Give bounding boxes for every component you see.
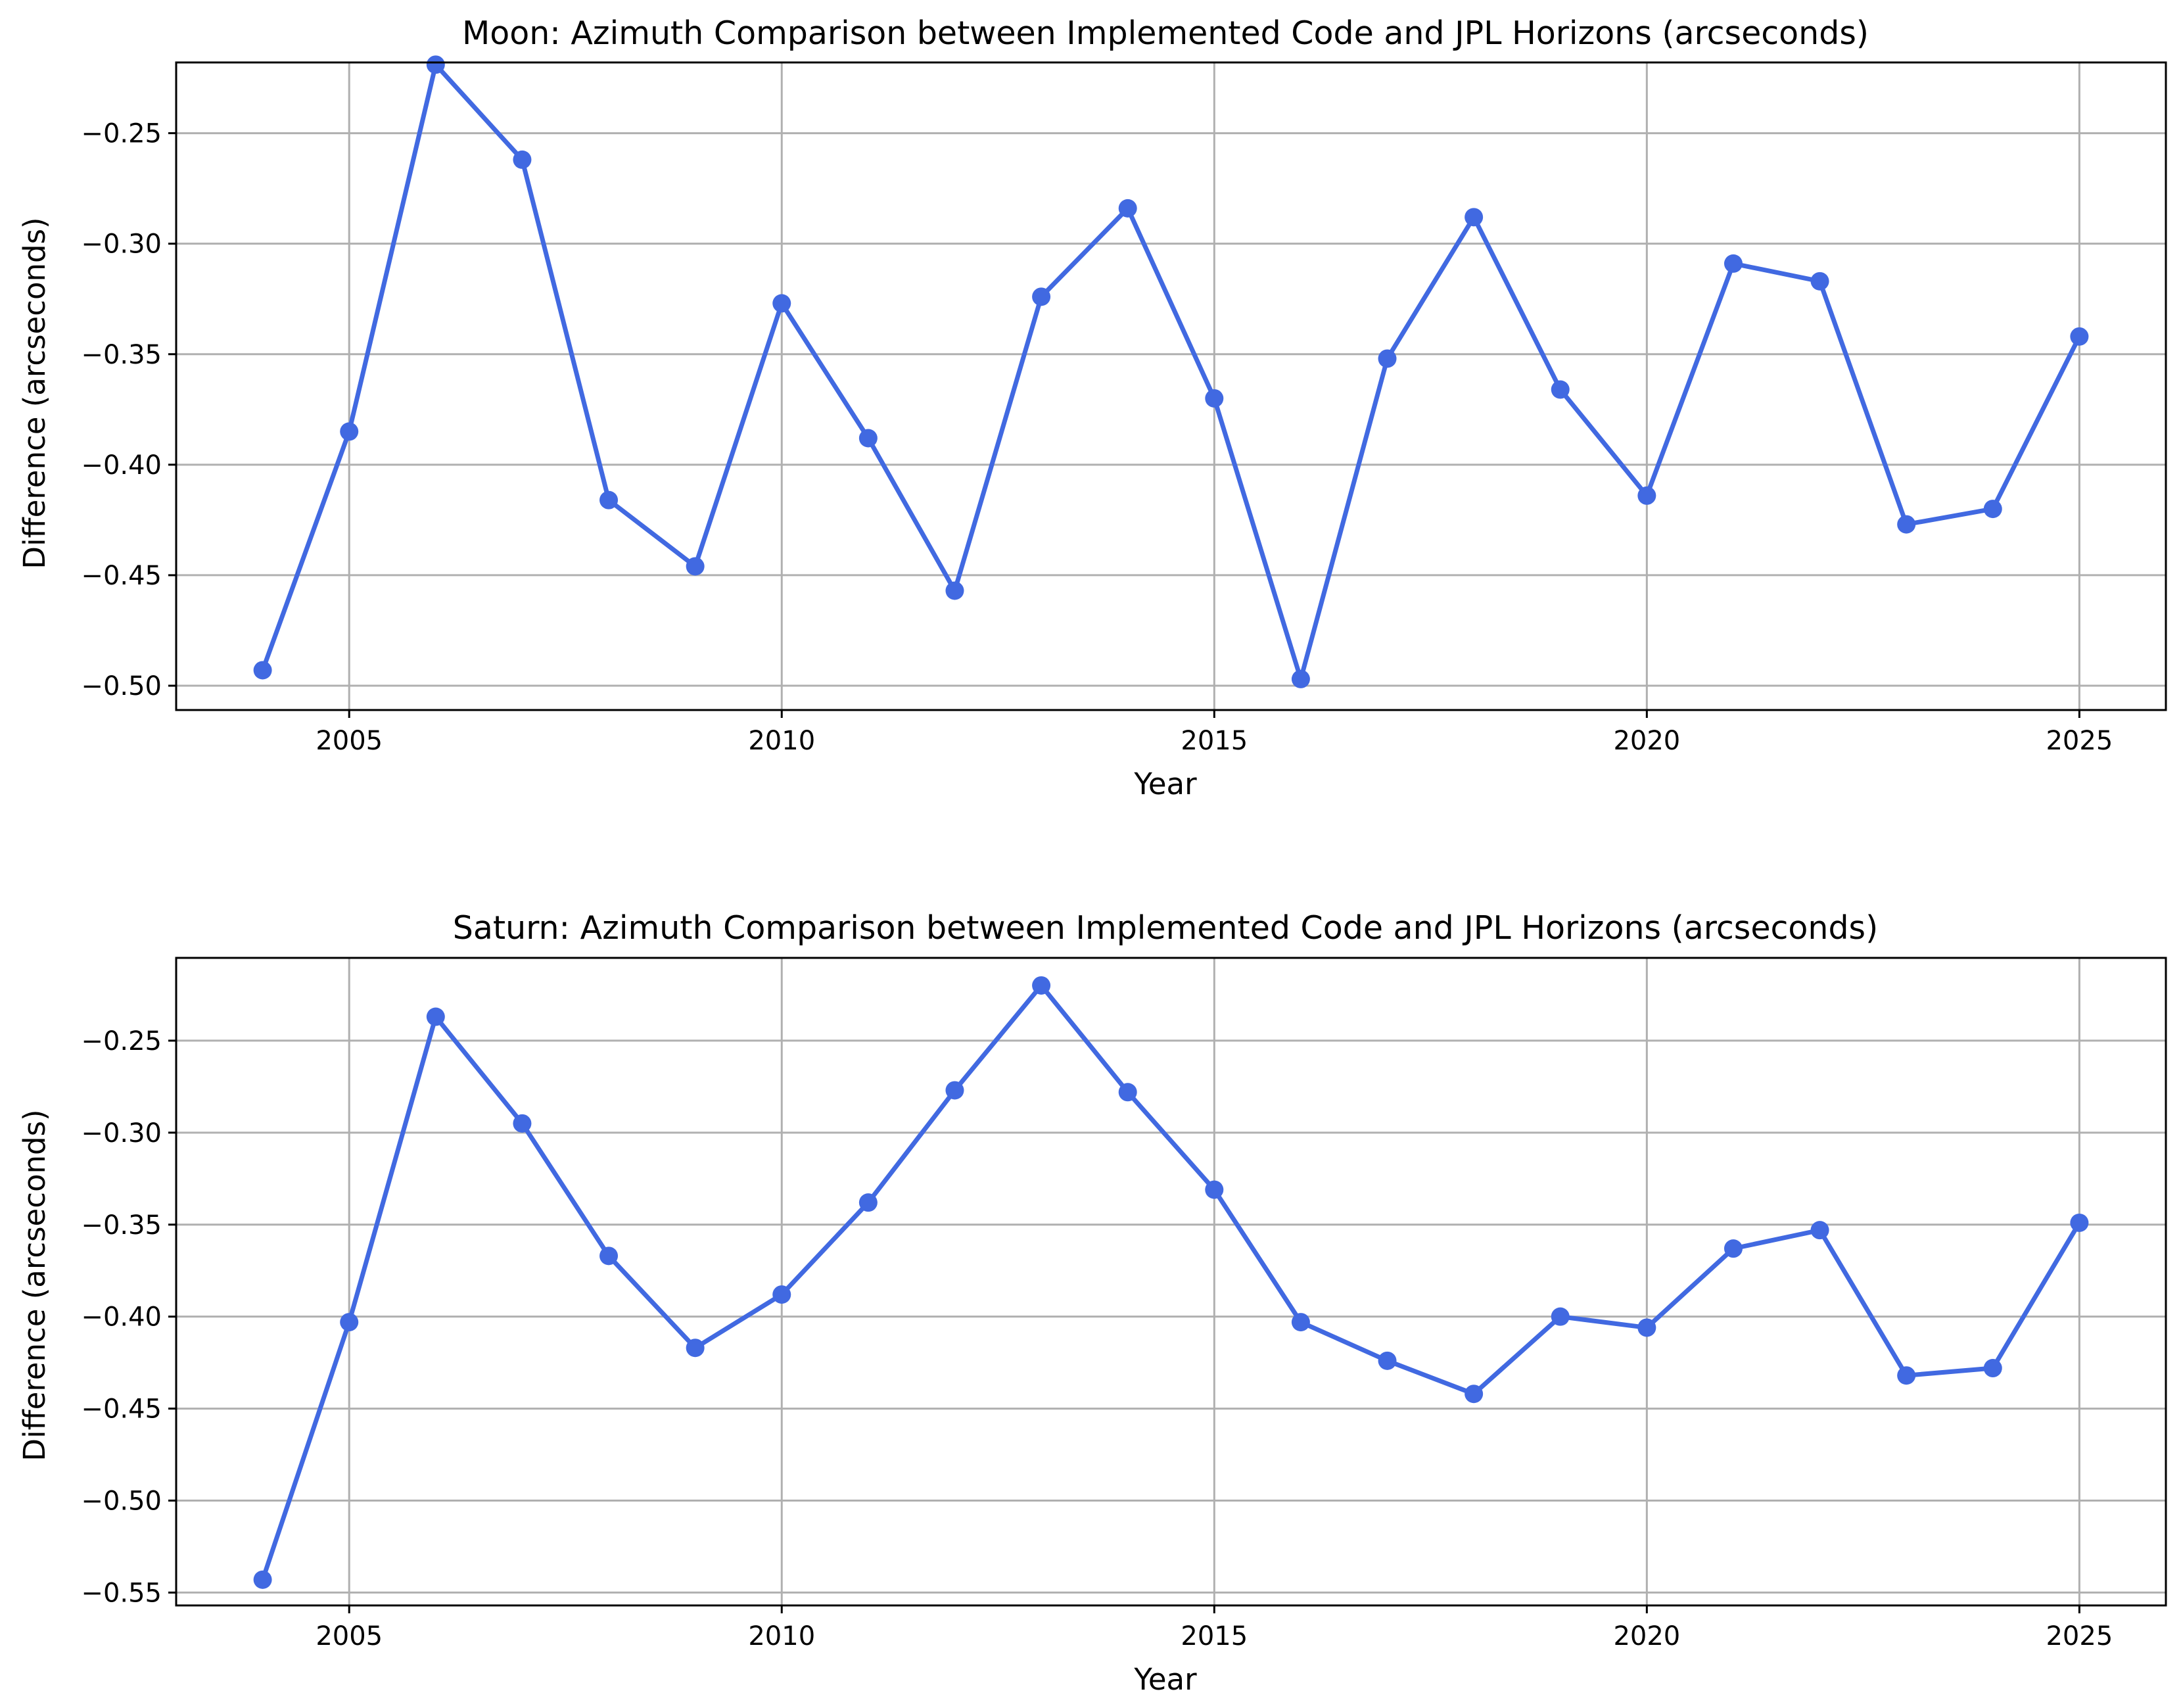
moon-data-point [1118, 199, 1137, 218]
saturn-data-point [1032, 976, 1051, 995]
moon-series [253, 55, 2089, 688]
moon-series-line [260, 62, 2082, 682]
moon-data-point [1810, 272, 1829, 291]
saturn-data-point [340, 1313, 359, 1332]
moon-data-point [599, 490, 619, 510]
saturn-y-tick-label: −0.50 [81, 1486, 162, 1516]
saturn-data-point [1551, 1307, 1570, 1326]
moon-data-point [1983, 500, 2002, 519]
saturn-chart-title: Saturn: Azimuth Comparison between Imple… [453, 909, 1878, 947]
moon-y-tick-label: −0.50 [81, 671, 162, 701]
moon-x-tick-label: 2010 [748, 726, 815, 756]
saturn-data-point [686, 1339, 705, 1358]
saturn-data-point [772, 1285, 791, 1304]
moon-x-tick-label: 2005 [316, 726, 383, 756]
moon-data-point [1291, 669, 1310, 688]
moon-y-tick-label: −0.30 [81, 229, 162, 260]
moon-chart: Moon: Azimuth Comparison between Impleme… [17, 14, 2167, 801]
saturn-data-point [1118, 1083, 1137, 1102]
saturn-x-tick-label: 2020 [1613, 1621, 1680, 1651]
saturn-gridlines [176, 958, 2166, 1605]
saturn-series [253, 976, 2089, 1589]
saturn-data-point [1205, 1180, 1224, 1199]
saturn-y-tick-label: −0.25 [81, 1026, 162, 1056]
moon-data-point [1897, 515, 1916, 534]
saturn-data-point [1291, 1313, 1310, 1332]
moon-data-point [1205, 389, 1224, 408]
moon-data-point [253, 661, 272, 680]
moon-y-tick-label: −0.35 [81, 340, 162, 370]
saturn-series-line [260, 983, 2082, 1582]
saturn-x-axis-ticks: 2005 2010 2015 2020 2025 [316, 1605, 2113, 1651]
moon-data-point [426, 55, 445, 74]
moon-data-point [1032, 287, 1051, 306]
saturn-data-point [945, 1081, 964, 1100]
moon-data-point [772, 294, 791, 313]
saturn-axes-frame [175, 957, 2167, 1607]
saturn-y-tick-label: −0.45 [81, 1394, 162, 1425]
moon-data-point [513, 150, 532, 169]
moon-data-point [1724, 254, 1743, 273]
moon-data-point [1378, 349, 1397, 368]
saturn-x-axis-label: Year [1133, 1662, 1197, 1697]
saturn-data-point [1983, 1359, 2002, 1378]
moon-y-axis-label: Difference (arcseconds) [17, 217, 52, 569]
moon-data-point [858, 429, 878, 448]
saturn-y-axis-label: Difference (arcseconds) [17, 1109, 52, 1461]
saturn-y-tick-label: −0.30 [81, 1118, 162, 1149]
saturn-data-point [513, 1114, 532, 1133]
saturn-data-point [1897, 1366, 1916, 1385]
saturn-data-point [858, 1193, 878, 1212]
moon-x-tick-label: 2020 [1613, 726, 1680, 756]
saturn-data-point [599, 1246, 619, 1266]
saturn-data-point [1465, 1385, 1484, 1404]
saturn-data-point [1724, 1239, 1743, 1258]
saturn-data-point [1637, 1318, 1656, 1337]
saturn-y-tick-label: −0.55 [81, 1578, 162, 1608]
moon-data-point [2070, 327, 2089, 346]
saturn-x-tick-label: 2025 [2046, 1621, 2113, 1651]
moon-gridlines [176, 62, 2166, 710]
moon-y-tick-label: −0.45 [81, 561, 162, 591]
saturn-data-point [426, 1007, 445, 1026]
moon-y-tick-label: −0.25 [81, 119, 162, 149]
moon-x-axis-ticks: 2005 2010 2015 2020 2025 [316, 710, 2113, 756]
saturn-x-tick-label: 2015 [1181, 1621, 1248, 1651]
moon-data-point [340, 422, 359, 441]
moon-data-point [686, 557, 705, 576]
saturn-y-tick-label: −0.35 [81, 1210, 162, 1241]
moon-axes-frame [175, 61, 2167, 711]
saturn-y-axis-ticks: −0.55 −0.50 −0.45 −0.40 −0.35 −0.30 −0.25 [81, 1026, 176, 1608]
moon-chart-title: Moon: Azimuth Comparison between Impleme… [462, 14, 1869, 52]
moon-x-tick-label: 2025 [2046, 726, 2113, 756]
moon-x-axis-label: Year [1133, 767, 1197, 801]
saturn-data-point [253, 1570, 272, 1589]
moon-x-tick-label: 2015 [1181, 726, 1248, 756]
moon-data-point [945, 581, 964, 600]
moon-data-point [1465, 208, 1484, 227]
saturn-data-point [2070, 1213, 2089, 1232]
saturn-data-point [1810, 1221, 1829, 1240]
moon-data-point [1637, 486, 1656, 505]
saturn-x-tick-label: 2005 [316, 1621, 383, 1651]
moon-y-tick-label: −0.40 [81, 450, 162, 481]
saturn-chart: Saturn: Azimuth Comparison between Imple… [17, 909, 2167, 1697]
saturn-x-tick-label: 2010 [748, 1621, 815, 1651]
saturn-y-tick-label: −0.40 [81, 1302, 162, 1333]
moon-data-point [1551, 380, 1570, 399]
saturn-data-point [1378, 1351, 1397, 1370]
moon-y-axis-ticks: −0.50 −0.45 −0.40 −0.35 −0.30 −0.25 [81, 119, 176, 701]
